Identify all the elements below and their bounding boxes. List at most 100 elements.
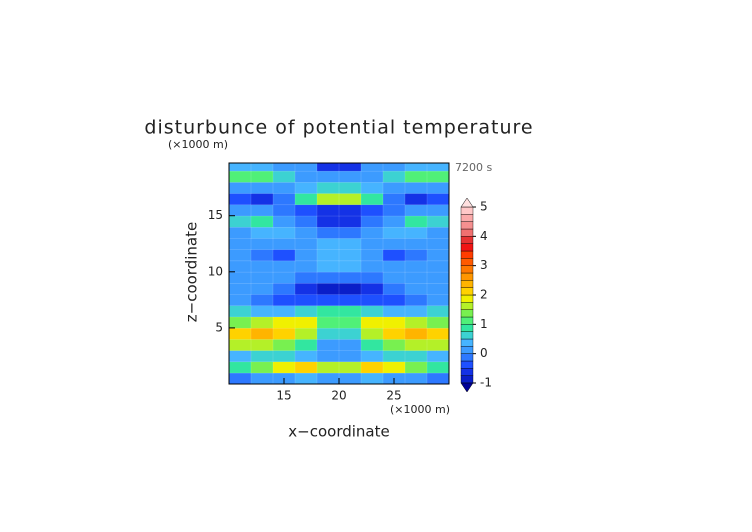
field-cell [250,372,274,384]
colorbar-swatch [460,331,474,340]
colorbar-tick-label: 5 [480,200,488,214]
x-tick-label: 15 [276,389,291,403]
field-cell [316,193,340,206]
field-cell [382,226,406,239]
x-tick-label: 20 [331,389,346,403]
colorbar-tick-label: 1 [480,317,488,331]
field-cell [316,327,340,340]
field-cell [360,271,384,284]
field-cell [338,204,362,217]
field-cell [426,350,449,363]
field-cell [272,204,296,217]
field-cell [360,305,384,318]
field-cell [382,249,406,262]
field-cell [294,327,318,340]
field-cell [316,361,340,374]
colorbar-tick-label: 0 [480,346,488,360]
field-cell [272,193,296,206]
field-cell [426,305,449,318]
field-cell [382,305,406,318]
y-tick-label: 15 [208,208,223,222]
field-cell [338,372,362,384]
field-cell [229,282,252,295]
field-cell [404,204,428,217]
field-cell [272,260,296,273]
colorbar-tick-label: -1 [480,376,492,390]
field-cell [229,163,252,172]
field-cell [294,260,318,273]
field-cell [382,181,406,194]
colorbar-swatch [460,221,474,230]
field-cell [426,170,449,183]
field-cell [250,249,274,262]
field-cell [360,316,384,329]
field-cell [229,260,252,273]
field-cell [250,350,274,363]
field-cell [382,338,406,351]
field-cell [294,361,318,374]
colorbar-swatch [460,258,474,266]
field-cell [229,294,252,307]
field-cell [382,316,406,329]
field-cell [404,237,428,250]
field-cell [250,361,274,374]
field-cell [294,316,318,329]
field-cell [382,215,406,228]
field-cell [404,361,428,374]
field-cell [404,271,428,284]
field-cell [272,170,296,183]
field-cell [404,282,428,295]
field-cell [426,204,449,217]
field-cell [250,215,274,228]
colorbar-swatch [460,375,474,384]
field-cell [316,170,340,183]
field-cell [229,350,252,363]
field-cell [426,226,449,239]
field-cell [404,163,428,172]
field-cell [382,163,406,172]
field-cell [360,350,384,363]
field-cell [272,350,296,363]
x-unit: (×1000 m) [390,403,450,416]
field-cell [426,249,449,262]
field-cell [382,193,406,206]
field-cell [404,327,428,340]
y-axis-label: z−coordinate [183,222,201,322]
field-cell [404,181,428,194]
field-cell [294,271,318,284]
field-cell [360,170,384,183]
field-cell [272,226,296,239]
field-cell [338,361,362,374]
field-cell [338,215,362,228]
field-cell [404,193,428,206]
field-cell [404,338,428,351]
field-cell [272,163,296,172]
contour-field [229,163,449,384]
field-cell [404,260,428,273]
colorbar-swatch [460,287,474,296]
field-cell [426,193,449,206]
field-cell [229,305,252,318]
field-cell [426,372,449,384]
field-cell [272,271,296,284]
field-cell [272,294,296,307]
colorbar-swatch [460,214,474,222]
field-cell [316,294,340,307]
field-cell [360,282,384,295]
field-cell [294,193,318,206]
field-cell [338,294,362,307]
field-cell [426,215,449,228]
field-cell [360,260,384,273]
field-cell [404,305,428,318]
field-cell [426,338,449,351]
field-cell [250,282,274,295]
field-cell [382,260,406,273]
field-cell [294,181,318,194]
field-cell [294,305,318,318]
colorbar-swatch [460,265,474,274]
field-cell [294,372,318,384]
field-cell [382,361,406,374]
field-cell [294,237,318,250]
field-cell [360,249,384,262]
field-cell [229,204,252,217]
